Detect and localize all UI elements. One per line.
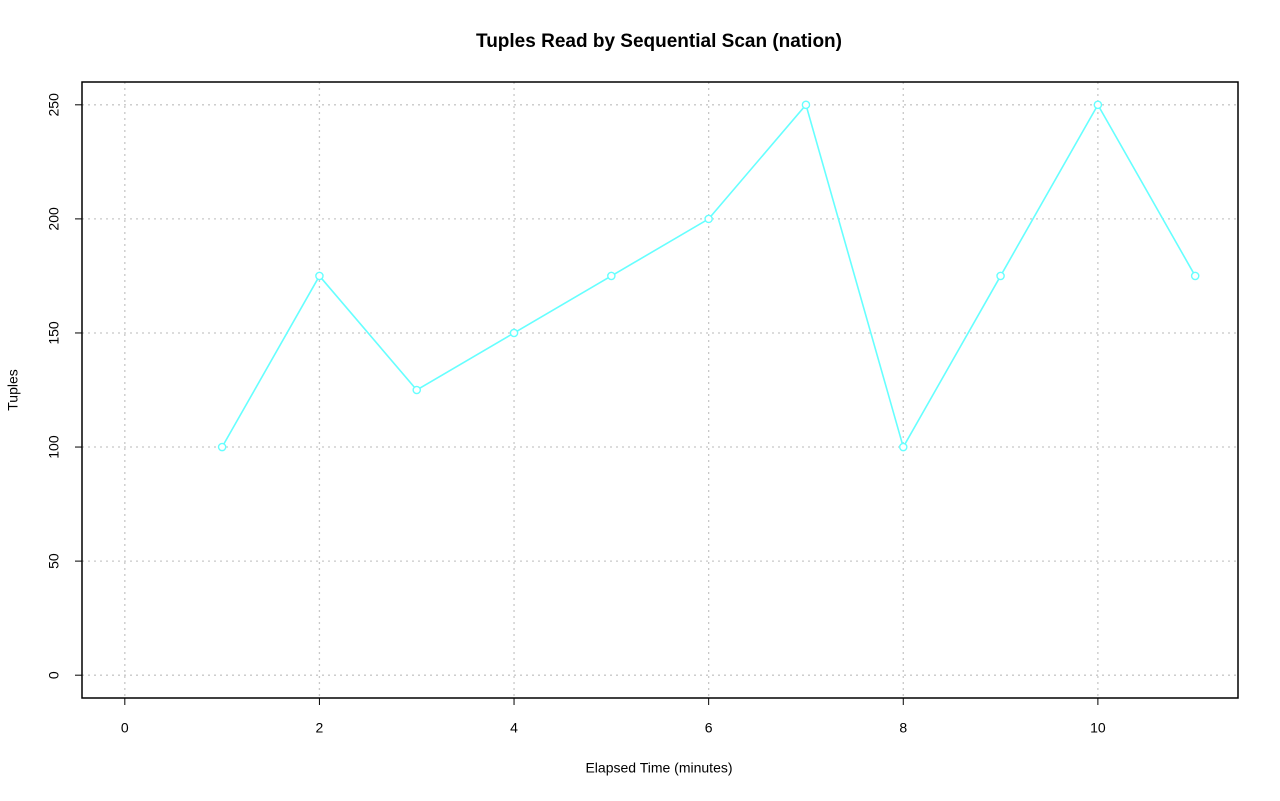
y-tick-label: 100 [46,435,62,459]
data-point [1190,271,1200,281]
data-point [704,214,713,224]
data-point [1093,100,1103,110]
x-tick-label: 6 [705,720,713,736]
x-tick-label: 4 [510,720,518,736]
data-point [996,271,1005,281]
y-tick-label: 50 [46,553,62,569]
data-point [315,271,324,281]
y-tick-label: 250 [46,93,62,117]
data-point [898,442,908,452]
x-tick-label: 0 [121,720,129,736]
y-tick-label: 200 [46,207,62,231]
data-point [607,271,616,281]
y-axis-title: Tuples [5,369,21,411]
chart-title: Tuples Read by Sequential Scan (nation) [476,31,842,52]
y-tick-label: 0 [46,671,62,679]
data-point [217,442,227,452]
data-point [801,100,811,110]
x-axis-title: Elapsed Time (minutes) [585,760,732,776]
x-tick-label: 8 [899,720,907,736]
plot-frame [81,81,1239,699]
x-tick-label: 2 [316,720,324,736]
x-tick-label: 10 [1090,720,1106,736]
data-point [412,385,422,395]
data-point [509,328,519,338]
y-tick-label: 150 [46,321,62,345]
